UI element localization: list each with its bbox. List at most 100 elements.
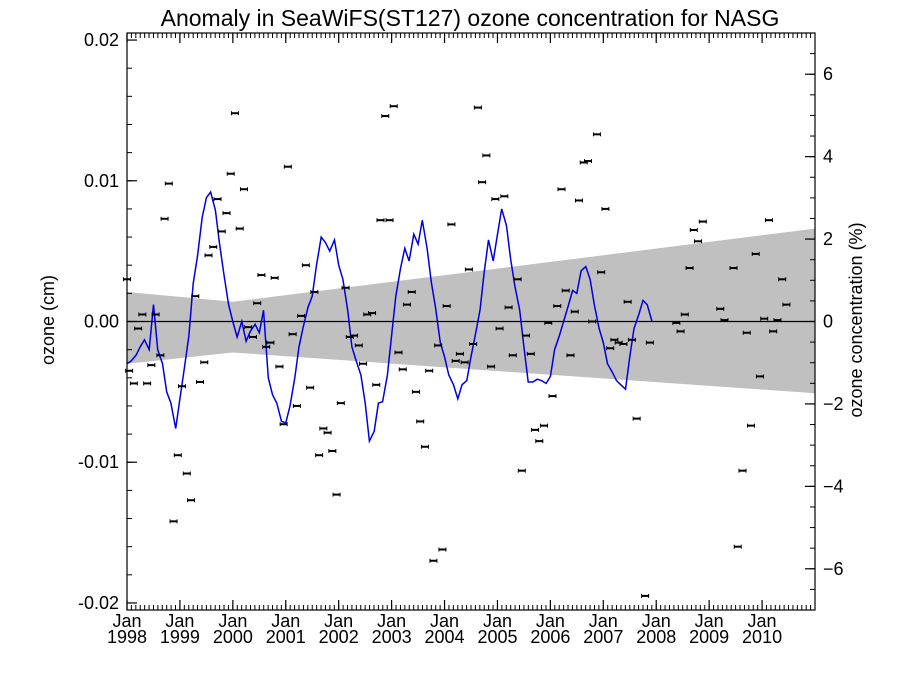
data-point <box>429 558 438 563</box>
data-point <box>619 342 628 347</box>
data-point <box>398 367 407 372</box>
data-point <box>733 544 742 549</box>
data-point <box>385 218 394 223</box>
x-tick-year: 2002 <box>319 627 359 647</box>
data-point <box>187 498 196 503</box>
y2-tick-label: −2 <box>823 394 844 414</box>
data-point <box>601 206 610 211</box>
data-point <box>685 266 694 271</box>
y2-tick-label: −6 <box>823 559 844 579</box>
x-tick-year: 2005 <box>477 627 517 647</box>
data-point <box>495 326 504 331</box>
data-point <box>531 427 540 432</box>
data-point <box>544 320 553 325</box>
data-point <box>376 218 385 223</box>
data-point <box>782 302 791 307</box>
data-point <box>438 547 447 552</box>
data-point <box>323 430 332 435</box>
data-point <box>275 364 284 369</box>
data-point <box>420 444 429 449</box>
data-point <box>672 320 681 325</box>
data-point <box>389 104 398 109</box>
data-point <box>230 111 239 116</box>
x-tick-year: 2009 <box>689 627 729 647</box>
data-point <box>283 164 292 169</box>
data-point <box>394 350 403 355</box>
data-point <box>760 316 769 321</box>
data-point <box>632 416 641 421</box>
data-point <box>676 329 685 334</box>
data-point <box>729 266 738 271</box>
data-point <box>213 197 222 202</box>
data-point <box>248 334 257 339</box>
x-tick-month: Jan <box>430 611 459 631</box>
data-point <box>473 105 482 110</box>
y2-tick-label: 4 <box>823 147 833 167</box>
data-point <box>204 253 213 258</box>
y2-tick-label: 6 <box>823 64 833 84</box>
data-point <box>694 239 703 244</box>
data-point <box>407 289 416 294</box>
data-point <box>288 332 297 337</box>
data-point <box>500 194 509 199</box>
data-point <box>262 344 271 349</box>
data-point <box>548 394 557 399</box>
data-point <box>143 381 152 386</box>
y2-tick-label: 0 <box>823 312 833 332</box>
data-point <box>350 333 359 338</box>
x-tick-month: Jan <box>377 611 406 631</box>
x-tick-year: 1998 <box>107 627 147 647</box>
data-point <box>487 364 496 369</box>
data-point <box>425 368 434 373</box>
data-point <box>592 132 601 137</box>
data-point <box>134 326 143 331</box>
data-point <box>147 363 156 368</box>
data-point <box>164 181 173 186</box>
data-point <box>244 325 253 330</box>
data-point <box>583 159 592 164</box>
y-tick-label: 0.01 <box>84 171 119 191</box>
data-point <box>226 171 235 176</box>
data-point <box>557 187 566 192</box>
data-point <box>746 423 755 428</box>
data-point <box>297 313 306 318</box>
data-point <box>588 319 597 324</box>
x-tick-year: 2008 <box>636 627 676 647</box>
data-point <box>434 343 443 348</box>
data-point <box>513 277 522 282</box>
data-points-layer <box>123 104 791 598</box>
data-point <box>764 218 773 223</box>
data-point <box>540 423 549 428</box>
data-point <box>698 219 707 224</box>
data-point <box>257 273 266 278</box>
x-tick-year: 2006 <box>530 627 570 647</box>
data-point <box>755 374 764 379</box>
data-point <box>381 114 390 119</box>
data-point <box>504 305 513 310</box>
x-tick-month: Jan <box>271 611 300 631</box>
data-point <box>447 222 456 227</box>
data-point <box>491 197 500 202</box>
data-point <box>517 468 526 473</box>
y-axis-label: ozone (cm) <box>38 275 58 365</box>
y-tick-label: 0.00 <box>84 312 119 332</box>
x-tick-year: 2004 <box>425 627 465 647</box>
data-point <box>469 342 478 347</box>
data-point <box>680 312 689 317</box>
data-point <box>151 312 160 317</box>
data-point <box>328 448 337 453</box>
data-point <box>301 263 310 268</box>
data-point <box>138 312 147 317</box>
x-tick-month: Jan <box>112 611 141 631</box>
data-point <box>354 343 363 348</box>
data-point <box>460 360 469 365</box>
data-point <box>217 229 226 234</box>
x-tick-month: Jan <box>165 611 194 631</box>
data-point <box>169 519 178 524</box>
data-point <box>209 244 218 249</box>
smoothed-line-layer <box>126 190 653 444</box>
data-point <box>720 318 729 323</box>
data-point <box>156 353 165 358</box>
data-point <box>535 439 544 444</box>
x-tick-month: Jan <box>589 611 618 631</box>
